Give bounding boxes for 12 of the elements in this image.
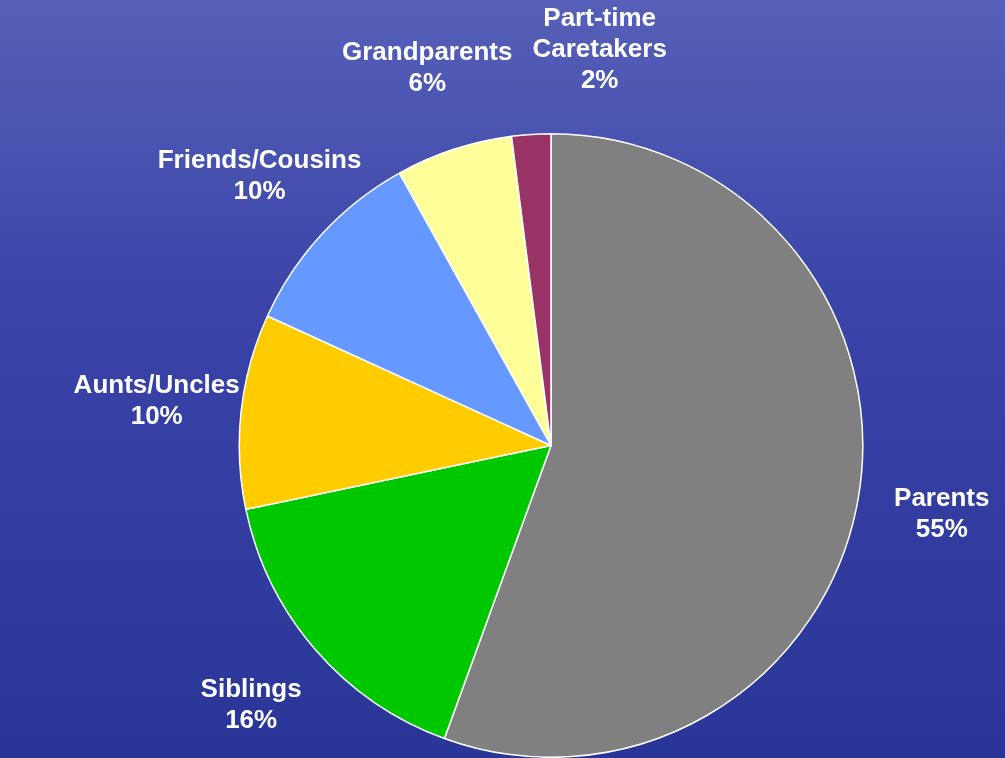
data-label: 10% (233, 174, 286, 205)
slice-label: Siblings (200, 672, 302, 703)
data-label: 2% (580, 63, 619, 94)
slice-label: Parents (894, 482, 990, 513)
data-label: 16% (225, 703, 278, 734)
slice-label: Grandparents (341, 36, 513, 67)
slice-label: Aunts/Uncles (73, 369, 240, 400)
slice-label: Part-time Caretakers (532, 1, 667, 63)
data-label: 10% (130, 400, 183, 431)
data-label: 55% (915, 513, 968, 544)
slice-label: Friends/Cousins (157, 143, 362, 174)
data-label: 6% (408, 67, 446, 98)
